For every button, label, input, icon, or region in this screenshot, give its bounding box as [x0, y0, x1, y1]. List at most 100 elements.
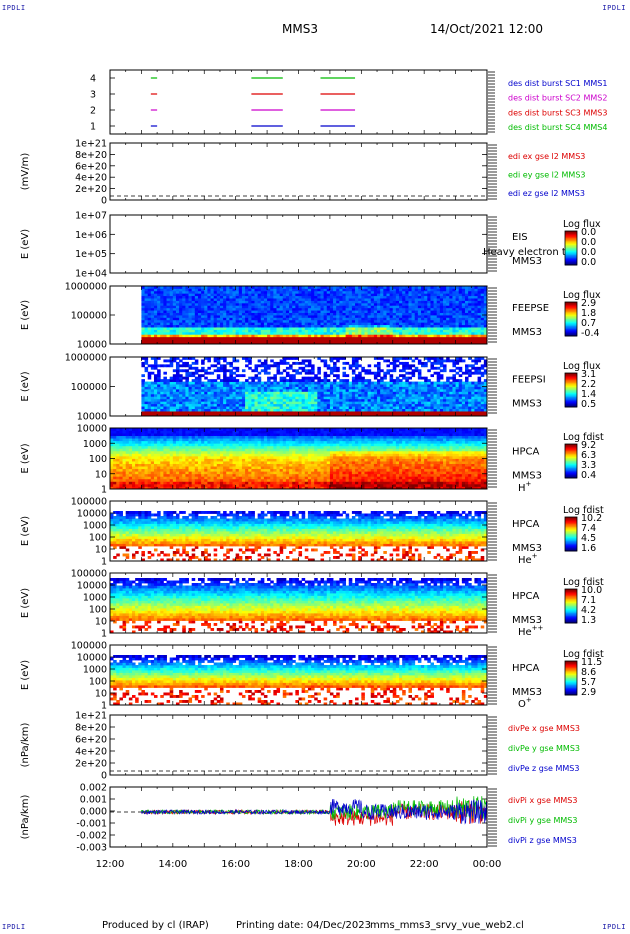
spectrogram-cell [282, 322, 287, 326]
spectrogram-cell [194, 406, 199, 410]
spectrogram-cell [185, 408, 189, 412]
spectrogram-cell [351, 334, 356, 338]
spectrogram-cell [326, 388, 331, 392]
spectrogram-cell [333, 329, 337, 333]
spectrogram-cell [424, 315, 428, 318]
spectrogram-cell [471, 305, 475, 309]
spectrogram-cell [424, 312, 428, 316]
spectrogram-cell [207, 290, 211, 294]
spectrogram-cell [361, 396, 365, 400]
spectrogram-cell [295, 388, 299, 392]
spectrogram-cell [251, 317, 255, 321]
spectrogram-cell [355, 401, 359, 405]
spectrogram-cell [185, 361, 189, 365]
spectrogram-cell [446, 388, 450, 392]
spectrogram-cell [245, 411, 249, 414]
spectrogram-cell [345, 341, 350, 345]
spectrogram-cell [480, 295, 485, 299]
spectrogram-cell [474, 293, 478, 297]
spectrogram-cell [257, 327, 262, 330]
spectrogram-cell [408, 331, 412, 335]
spectrogram-cell [248, 307, 252, 311]
spectrogram-cell [455, 298, 460, 301]
spectrogram-cell [399, 315, 403, 318]
spectrogram-cell [147, 401, 152, 405]
spectrogram-cell [219, 357, 224, 360]
spectrogram-cell [377, 336, 381, 340]
spectrogram-cell [436, 398, 441, 402]
spectrogram-cell [263, 288, 268, 292]
spectrogram-cell [439, 398, 444, 402]
spectrogram-cell [333, 305, 337, 309]
spectrogram-cell [267, 366, 271, 370]
spectrogram-cell [207, 329, 211, 333]
spectrogram-cell [452, 327, 456, 330]
spectrogram-cell [443, 388, 447, 392]
spectrogram-cell [461, 327, 466, 330]
spectrogram-cell [150, 341, 155, 345]
spectrogram-cell [204, 298, 208, 301]
spectrogram-cell [433, 293, 438, 297]
spectrogram-cell [144, 359, 149, 363]
spectrogram-cell [417, 388, 422, 392]
spectrogram-cell [370, 324, 375, 328]
spectrogram-cell [355, 293, 359, 297]
spectrogram-cell [282, 298, 287, 301]
spectrogram-cell [289, 401, 293, 405]
spectrogram-cell [219, 341, 224, 345]
spectrogram-cell [458, 300, 463, 304]
spectrogram-cell [238, 327, 243, 330]
spectrogram-cell [424, 396, 428, 400]
spectrogram-cell [317, 369, 321, 373]
spectrogram-cell [197, 334, 202, 338]
spectrogram-cell [169, 307, 174, 311]
spectrogram-cell [314, 298, 318, 301]
spectrogram-cell [421, 401, 425, 405]
spectrogram-cell [370, 388, 375, 392]
spectrogram-cell [311, 300, 315, 304]
spectrogram-cell [248, 408, 252, 412]
spectrogram-cell [194, 307, 199, 311]
spectrogram-cell [367, 336, 372, 340]
spectrogram-cell [468, 322, 472, 326]
spectrogram-cell [216, 339, 221, 342]
spectrogram-cell [402, 408, 406, 412]
spectrogram-cell [439, 322, 444, 326]
spectrogram-cell [185, 396, 189, 400]
spectrogram-cell [474, 300, 478, 304]
spectrogram-cell [232, 384, 237, 387]
spectrogram-cell [229, 386, 233, 390]
spectrogram-cell [314, 315, 318, 318]
spectrogram-cell [414, 290, 419, 294]
spectrogram-cell [204, 288, 208, 292]
spectrogram-cell [405, 388, 409, 392]
spectrogram-cell [216, 331, 221, 335]
spectrogram-cell [421, 315, 425, 318]
spectrogram-cell [175, 374, 180, 378]
spectrogram-cell [351, 413, 356, 417]
spectrogram-cell [188, 371, 193, 375]
spectrogram-cell [373, 322, 378, 326]
spectrogram-cell [188, 341, 193, 345]
spectrogram-cell [377, 413, 381, 417]
spectrogram-cell [144, 295, 149, 299]
spectrogram-cell [430, 302, 434, 306]
spectrogram-cell [216, 288, 221, 292]
colorbar-swatch [565, 321, 577, 324]
spectrogram-cell [439, 334, 444, 338]
spectrogram-cell [314, 336, 318, 340]
spectrogram-cell [336, 381, 340, 385]
spectrogram-cell [301, 295, 306, 299]
spectrogram-cell [364, 408, 369, 412]
spectrogram-cell [182, 324, 186, 328]
spectrogram-cell [157, 336, 161, 340]
spectrogram-cell [216, 403, 221, 407]
spectrogram-cell [153, 341, 158, 345]
spectrogram-cell [188, 324, 193, 328]
legend-entry: edi ex gse l2 MMS3 [508, 152, 585, 161]
spectrogram-cell [430, 288, 434, 292]
spectrogram-cell [427, 339, 431, 342]
spectrogram-cell [197, 317, 202, 321]
spectrogram-cell [405, 300, 409, 304]
spectrogram-cell [289, 327, 293, 330]
